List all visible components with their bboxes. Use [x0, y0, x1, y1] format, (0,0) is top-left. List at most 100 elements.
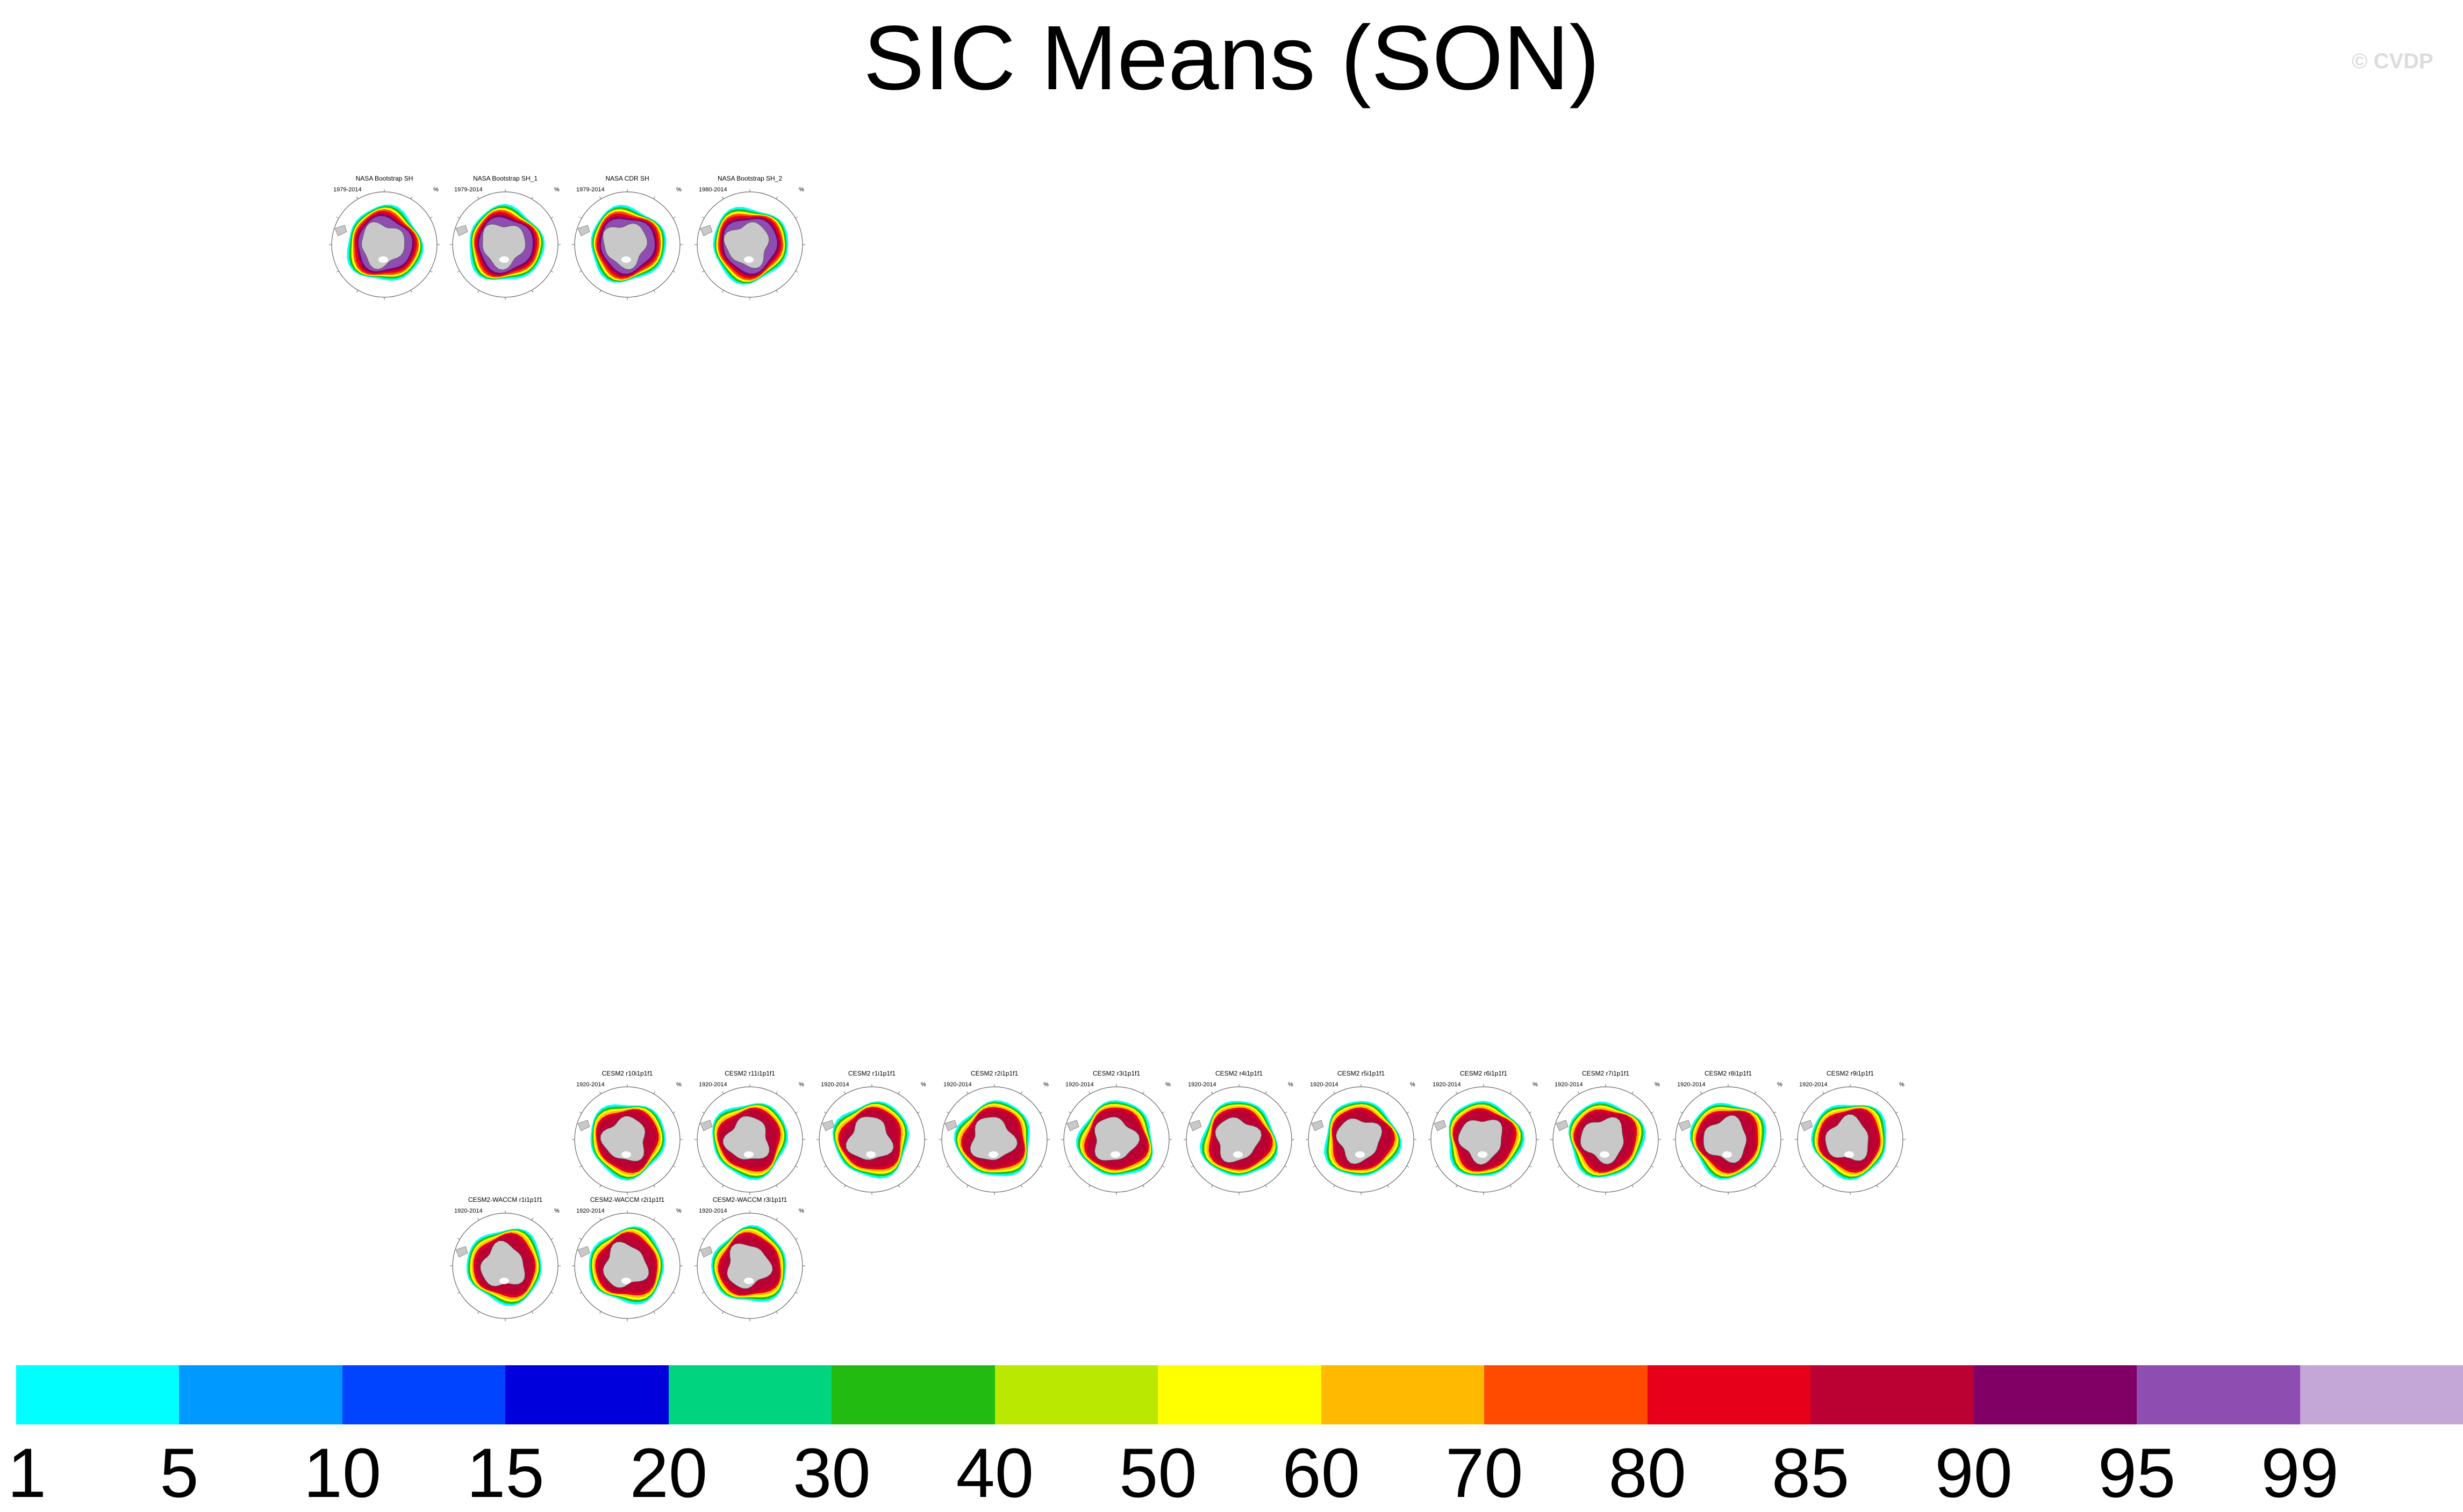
panel-units: %: [554, 187, 560, 193]
polar-map: [572, 1084, 683, 1195]
colorbar: [16, 1365, 2463, 1424]
polar-map: [1061, 1084, 1172, 1195]
polar-map: [1795, 1084, 1906, 1195]
panel-years: 1920-2014: [576, 1081, 605, 1088]
panel-title: CESM2 r10i1p1f1: [602, 1070, 653, 1077]
panel-title: CESM2 r5i1p1f1: [1337, 1070, 1385, 1077]
panel-title: CESM2 r2i1p1f1: [970, 1070, 1019, 1077]
panel-years: 1920-2014: [1799, 1081, 1828, 1088]
colorbar-tick-label: 70: [1445, 1434, 1523, 1512]
polar-map: [694, 1084, 805, 1195]
map-panel: CESM2 r3i1p1f1 1920-2014%: [1060, 1070, 1173, 1199]
polar-map: [1673, 1084, 1784, 1195]
colorbar-box: [2137, 1365, 2301, 1424]
map-panel: NASA CDR SH 1979-2014%: [571, 175, 684, 304]
map-panel: CESM2 r2i1p1f1 1920-2014%: [938, 1070, 1051, 1199]
colorbar-box: [2300, 1365, 2463, 1424]
panel-title: CESM2 r7i1p1f1: [1581, 1070, 1630, 1077]
panel-years: 1920-2014: [454, 1208, 483, 1214]
colorbar-box: [1647, 1365, 1812, 1424]
map-panel: CESM2-WACCM r3i1p1f1 1920-2014%: [693, 1196, 806, 1325]
panel-units: %: [1165, 1081, 1171, 1088]
map-panel: NASA Bootstrap SH_2 1980-2014%: [693, 175, 806, 304]
map-panel: CESM2 r5i1p1f1 1920-2014%: [1305, 1070, 1417, 1199]
panel-units: %: [799, 1081, 804, 1088]
panel-years: 1920-2014: [699, 1081, 727, 1088]
panel-years: 1920-2014: [1065, 1081, 1094, 1088]
panel-units: %: [676, 1208, 682, 1214]
panel-title: NASA Bootstrap SH_2: [717, 175, 783, 182]
colorbar-box: [179, 1365, 343, 1424]
map-panel: CESM2 r1i1p1f1 1920-2014%: [815, 1070, 928, 1199]
colorbar-tick-label: 60: [1282, 1434, 1361, 1512]
panel-units: %: [1043, 1081, 1049, 1088]
panel-title: CESM2-WACCM r2i1p1f1: [590, 1196, 665, 1203]
polar-map: [1306, 1084, 1416, 1195]
panel-years: 1920-2014: [576, 1208, 605, 1214]
panel-units: %: [433, 187, 439, 193]
panel-years: 1920-2014: [1433, 1081, 1461, 1088]
panel-title: NASA Bootstrap SH: [355, 175, 413, 182]
panel-years: 1920-2014: [1310, 1081, 1338, 1088]
polar-map: [572, 189, 683, 300]
panel-title: CESM2-WACCM r3i1p1f1: [712, 1196, 787, 1203]
panel-title: CESM2 r1i1p1f1: [848, 1070, 896, 1077]
panel-years: 1920-2014: [699, 1208, 727, 1214]
credit-label: © CVDP: [2352, 49, 2433, 73]
panel-title: NASA Bootstrap SH_1: [472, 175, 538, 182]
colorbar-tick-label: 99: [2261, 1434, 2339, 1512]
colorbar-tick-label: 1: [7, 1434, 47, 1512]
panel-units: %: [554, 1208, 560, 1214]
polar-map: [329, 189, 440, 300]
panel-units: %: [676, 1081, 682, 1088]
map-panel: CESM2 r8i1p1f1 1920-2014%: [1672, 1070, 1785, 1199]
panel-units: %: [676, 187, 682, 193]
panel-units: %: [1533, 1081, 1538, 1088]
polar-map: [450, 189, 561, 300]
panel-title: CESM2 r4i1p1f1: [1215, 1070, 1263, 1077]
panel-years: 1920-2014: [1677, 1081, 1706, 1088]
panel-units: %: [1777, 1081, 1782, 1088]
map-panel: CESM2 r7i1p1f1 1920-2014%: [1549, 1070, 1662, 1199]
panel-units: %: [799, 1208, 804, 1214]
colorbar-box: [1810, 1365, 1974, 1424]
panel-years: 1920-2014: [821, 1081, 849, 1088]
colorbar-tick-label: 80: [1608, 1434, 1686, 1512]
colorbar-box: [1158, 1365, 1322, 1424]
polar-map: [450, 1210, 561, 1321]
map-panel: CESM2 r11i1p1f1 1920-2014%: [693, 1070, 806, 1199]
polar-map: [694, 189, 805, 300]
panel-title: CESM2 r11i1p1f1: [725, 1070, 775, 1077]
colorbar-labels: 1 5 10 15 20 30 40 50 60 70 80 85 90 95 99: [0, 1435, 2463, 1510]
panel-title: CESM2 r6i1p1f1: [1459, 1070, 1508, 1077]
colorbar-tick-label: 85: [1771, 1434, 1850, 1512]
polar-map: [817, 1084, 927, 1195]
colorbar-box: [994, 1365, 1159, 1424]
colorbar-tick-label: 50: [1119, 1434, 1197, 1512]
map-panel: NASA Bootstrap SH 1979-2014%: [328, 175, 441, 304]
panel-units: %: [1899, 1081, 1904, 1088]
colorbar-box: [16, 1365, 180, 1424]
map-panel: CESM2-WACCM r2i1p1f1 1920-2014%: [571, 1196, 684, 1325]
panel-years: 1979-2014: [333, 187, 362, 193]
colorbar-tick-label: 40: [956, 1434, 1034, 1512]
panel-title: CESM2 r9i1p1f1: [1826, 1070, 1874, 1077]
colorbar-box: [1973, 1365, 2138, 1424]
panel-title: CESM2-WACCM r1i1p1f1: [468, 1196, 543, 1203]
panel-years: 1920-2014: [1188, 1081, 1216, 1088]
colorbar-tick-label: 10: [303, 1434, 382, 1512]
colorbar-tick-label: 5: [160, 1434, 199, 1512]
colorbar-tick-label: 15: [467, 1434, 545, 1512]
panel-title: NASA CDR SH: [605, 175, 649, 182]
colorbar-box: [342, 1365, 506, 1424]
colorbar-box: [668, 1365, 833, 1424]
polar-map: [1550, 1084, 1661, 1195]
panel-years: 1979-2014: [576, 187, 605, 193]
colorbar-box: [1321, 1365, 1485, 1424]
panel-units: %: [1410, 1081, 1415, 1088]
map-panel: CESM2-WACCM r1i1p1f1 1920-2014%: [449, 1196, 562, 1325]
map-panel: NASA Bootstrap SH_1 1979-2014%: [449, 175, 562, 304]
page-title: SIC Means (SON): [863, 7, 1600, 109]
polar-map: [694, 1210, 805, 1321]
